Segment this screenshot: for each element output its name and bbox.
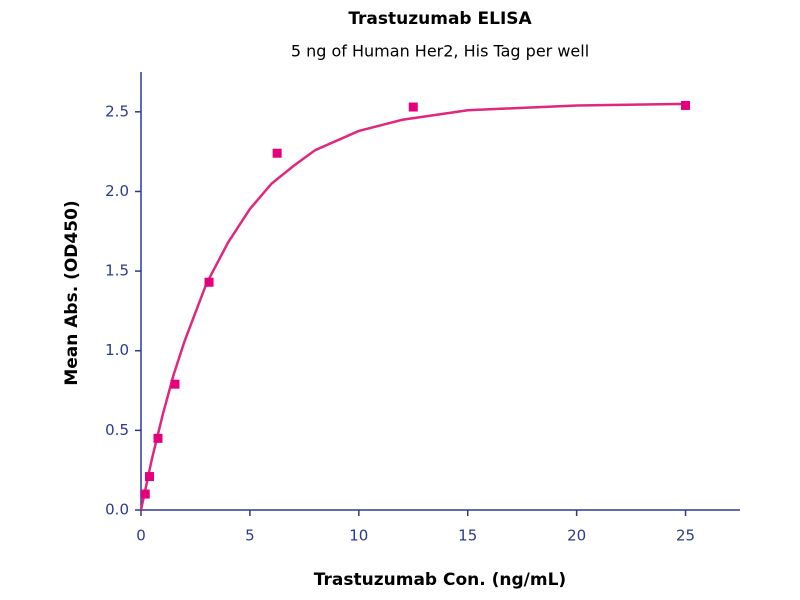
- chart-subtitle: 5 ng of Human Her2, His Tag per well: [291, 42, 589, 61]
- y-tick-label: 2.0: [105, 182, 129, 200]
- data-point: [153, 433, 163, 443]
- y-axis-title: Mean Abs. (OD450): [62, 200, 82, 385]
- y-tick-label: 2.5: [105, 102, 129, 120]
- x-tick-label: 25: [676, 527, 695, 545]
- y-tick-label: 1.5: [105, 262, 129, 280]
- data-point: [408, 102, 418, 112]
- data-point: [170, 379, 180, 389]
- data-point: [681, 100, 691, 110]
- fit-curve: [139, 102, 686, 511]
- chart-title: Trastuzumab ELISA: [348, 9, 532, 29]
- x-axis-title: Trastuzumab Con. (ng/mL): [314, 570, 566, 590]
- x-tick-label: 15: [458, 527, 477, 545]
- y-tick-label: 0.5: [105, 421, 129, 439]
- x-tick-label: 10: [349, 527, 368, 545]
- x-tick-label: 20: [567, 527, 586, 545]
- data-point: [144, 472, 154, 482]
- y-tick-label: 1.0: [105, 341, 129, 359]
- x-tick-label: 5: [245, 527, 255, 545]
- data-point: [204, 277, 214, 287]
- data-point: [272, 148, 282, 158]
- data-point: [140, 489, 150, 499]
- y-tick-label: 0.0: [105, 501, 129, 519]
- x-tick-label: 0: [136, 527, 146, 545]
